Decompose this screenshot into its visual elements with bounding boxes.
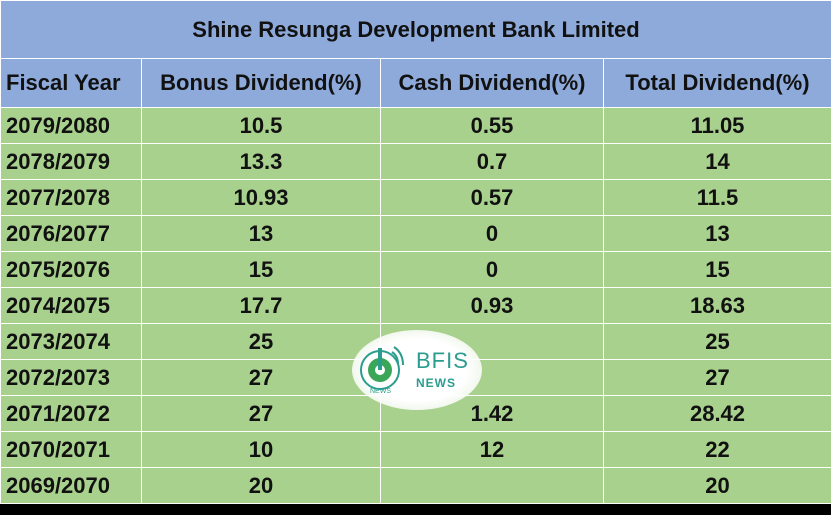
cash-dividend-cell: 0.55 [380, 107, 604, 144]
total-dividend-cell: 25 [603, 323, 831, 360]
bonus-dividend-cell: 17.7 [141, 287, 381, 324]
column-header-bonus-dividend: Bonus Dividend(%) [141, 58, 381, 108]
column-header-total-dividend: Total Dividend(%) [603, 58, 831, 108]
cash-dividend-cell: 0.57 [380, 179, 604, 216]
cash-dividend-cell: 0.7 [380, 143, 604, 180]
header-row: Fiscal Year Bonus Dividend(%) Cash Divid… [0, 58, 831, 108]
table-row: 2071/2072 27 1.42 28.42 [0, 395, 831, 432]
cash-dividend-cell [380, 467, 604, 504]
table-row: 2079/2080 10.5 0.55 11.05 [0, 107, 831, 144]
cash-dividend-cell: 12 [380, 431, 604, 468]
dividend-table: Shine Resunga Development Bank Limited F… [0, 0, 831, 504]
bfis-logo-icon: NEWS [360, 346, 404, 395]
total-dividend-cell: 13 [603, 215, 831, 252]
fiscal-year-cell: 2077/2078 [0, 179, 142, 216]
table-row: 2077/2078 10.93 0.57 11.5 [0, 179, 831, 216]
svg-text:NEWS: NEWS [370, 388, 391, 395]
fiscal-year-cell: 2072/2073 [0, 359, 142, 396]
cash-dividend-cell: 0 [380, 215, 604, 252]
bonus-dividend-cell: 10.93 [141, 179, 381, 216]
watermark-sub: NEWS [416, 376, 456, 390]
bonus-dividend-cell: 13.3 [141, 143, 381, 180]
cash-dividend-cell: 0 [380, 251, 604, 288]
bonus-dividend-cell: 27 [141, 395, 381, 432]
cash-dividend-cell: 0.93 [380, 287, 604, 324]
bonus-dividend-cell: 10 [141, 431, 381, 468]
total-dividend-cell: 11.05 [603, 107, 831, 144]
table-row: 2070/2071 10 12 22 [0, 431, 831, 468]
bonus-dividend-cell: 10.5 [141, 107, 381, 144]
fiscal-year-cell: 2076/2077 [0, 215, 142, 252]
column-header-cash-dividend: Cash Dividend(%) [380, 58, 604, 108]
bonus-dividend-cell: 27 [141, 359, 381, 396]
total-dividend-cell: 11.5 [603, 179, 831, 216]
table-row: 2075/2076 15 0 15 [0, 251, 831, 288]
total-dividend-cell: 28.42 [603, 395, 831, 432]
total-dividend-cell: 15 [603, 251, 831, 288]
column-header-fiscal-year: Fiscal Year [0, 58, 142, 108]
total-dividend-cell: 20 [603, 467, 831, 504]
fiscal-year-cell: 2073/2074 [0, 323, 142, 360]
fiscal-year-cell: 2069/2070 [0, 467, 142, 504]
fiscal-year-cell: 2078/2079 [0, 143, 142, 180]
total-dividend-cell: 18.63 [603, 287, 831, 324]
bonus-dividend-cell: 20 [141, 467, 381, 504]
fiscal-year-cell: 2074/2075 [0, 287, 142, 324]
title-row: Shine Resunga Development Bank Limited [0, 0, 831, 59]
fiscal-year-cell: 2079/2080 [0, 107, 142, 144]
table-row: 2078/2079 13.3 0.7 14 [0, 143, 831, 180]
bonus-dividend-cell: 13 [141, 215, 381, 252]
table-row: 2073/2074 25 25 [0, 323, 831, 360]
table-row: 2076/2077 13 0 13 [0, 215, 831, 252]
table-row: 2072/2073 27 27 [0, 359, 831, 396]
fiscal-year-cell: 2071/2072 [0, 395, 142, 432]
bonus-dividend-cell: 15 [141, 251, 381, 288]
total-dividend-cell: 22 [603, 431, 831, 468]
fiscal-year-cell: 2070/2071 [0, 431, 142, 468]
total-dividend-cell: 14 [603, 143, 831, 180]
watermark-brand: BFIS [416, 348, 469, 373]
table-row: 2069/2070 20 20 [0, 467, 831, 504]
table-title: Shine Resunga Development Bank Limited [0, 0, 831, 59]
fiscal-year-cell: 2075/2076 [0, 251, 142, 288]
bfis-news-watermark: NEWS BFIS NEWS [352, 330, 482, 410]
table-row: 2074/2075 17.7 0.93 18.63 [0, 287, 831, 324]
total-dividend-cell: 27 [603, 359, 831, 396]
bonus-dividend-cell: 25 [141, 323, 381, 360]
